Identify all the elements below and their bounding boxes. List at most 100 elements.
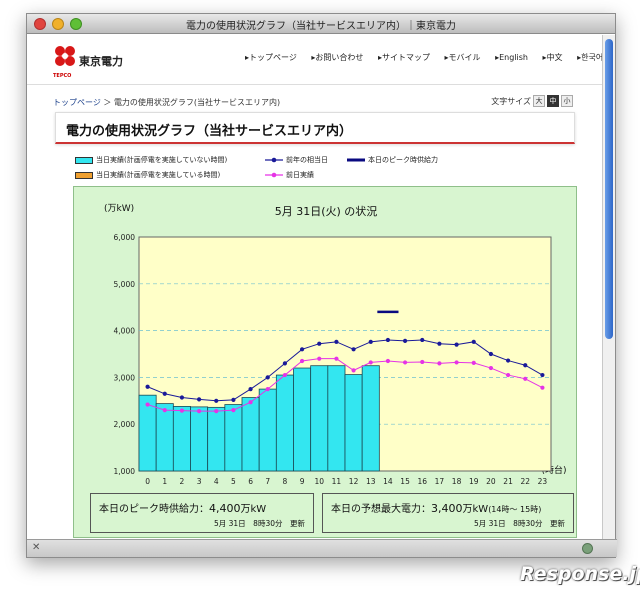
legend-swatch-cyan — [75, 156, 93, 164]
previous-day-point — [402, 360, 408, 365]
font-size-medium-button[interactable]: 中 — [547, 95, 559, 107]
previous-day-point — [145, 402, 150, 407]
previous-day-point — [299, 358, 305, 364]
nav-link-sitemap[interactable]: ▸サイトマップ — [377, 53, 430, 62]
peak-supply-label: 本日のピーク時供給力： — [99, 504, 209, 515]
nav-link-korean[interactable]: ▸한국어 — [577, 53, 603, 62]
legend-label: 前日実績 — [286, 171, 314, 179]
peak-supply-updated: 5月 31日 8時30分 更新 — [213, 519, 305, 528]
previous-day-point — [162, 408, 167, 413]
last-year-line — [147, 339, 543, 402]
previous-day-point — [420, 359, 425, 365]
browser-window: 電力の使用状況グラフ（当社サービスエリア内）｜東京電力 東京電力 TEPCO ▸… — [26, 13, 617, 558]
tepco-logo-icon[interactable] — [51, 43, 79, 73]
previous-day-point — [231, 408, 236, 413]
usage-chart: (万kW) 5月 31日(火) の状況 (時台) 1,0002,0003,000… — [104, 204, 567, 486]
last-year-point — [162, 391, 167, 396]
last-year-point — [179, 395, 185, 400]
bar — [344, 374, 363, 472]
chart-legend: 当日実績(計画停電を実施していない時間) 当日実績(計画停電を実施している時間)… — [75, 153, 575, 183]
font-size-control: 文字サイズ 大 中 小 — [491, 95, 573, 107]
logo-text[interactable]: 東京電力 — [79, 55, 123, 68]
page-content: 東京電力 TEPCO ▸トップページ ▸お問い合わせ ▸サイトマップ ▸モバイル… — [27, 35, 603, 540]
previous-day-point — [214, 408, 219, 414]
legend-actual-outage: 当日実績(計画停電を実施している時間) — [75, 170, 220, 180]
legend-dash-icon — [347, 158, 365, 162]
previous-day-point — [437, 361, 442, 366]
x-tick-label: 13 — [366, 477, 376, 486]
nav-link-chinese[interactable]: ▸中文 — [542, 53, 563, 62]
x-tick-label: 8 — [283, 477, 288, 486]
last-year-point — [402, 338, 408, 343]
x-tick-label: 3 — [197, 477, 202, 486]
previous-day-line — [147, 358, 543, 412]
forecast-updated: 5月 31日 8時30分 更新 — [473, 519, 565, 528]
legend-last-year: 前年の相当日 — [265, 155, 328, 165]
page-title-box: 電力の使用状況グラフ（当社サービスエリア内） — [55, 112, 575, 144]
previous-day-point — [265, 387, 270, 392]
x-tick-label: 5 — [231, 477, 236, 486]
nav-link-top[interactable]: ▸トップページ — [245, 53, 297, 62]
x-tick-label: 12 — [349, 477, 359, 486]
bar — [224, 404, 243, 472]
legend-label: 前年の相当日 — [286, 156, 328, 164]
watermark: Response.jp — [520, 563, 640, 585]
zoom-window-button[interactable] — [70, 18, 82, 30]
status-bar: ✕ — [27, 539, 617, 557]
x-tick-label: 14 — [383, 477, 393, 486]
last-year-point — [334, 339, 339, 344]
last-year-point — [488, 351, 494, 357]
x-tick-label: 4 — [214, 477, 219, 486]
previous-day-point — [505, 372, 511, 378]
forecast-unit: 万kW — [462, 504, 489, 515]
legend-actual-no-outage: 当日実績(計画停電を実施していない時間) — [75, 155, 227, 165]
y-tick-label: 6,000 — [114, 233, 136, 242]
bar — [361, 365, 380, 472]
legend-label: 本日のピーク時供給力 — [368, 156, 438, 164]
last-year-point — [214, 398, 219, 403]
logo-sub: TEPCO — [53, 73, 72, 79]
minimize-window-button[interactable] — [52, 18, 64, 30]
x-tick-label: 2 — [180, 477, 185, 486]
last-year-point — [248, 387, 253, 392]
status-close-icon[interactable]: ✕ — [32, 542, 41, 553]
font-size-small-button[interactable]: 小 — [561, 95, 573, 107]
close-window-button[interactable] — [34, 18, 46, 30]
nav-link-contact[interactable]: ▸お問い合わせ — [311, 53, 364, 62]
previous-day-point — [368, 360, 373, 365]
last-year-point — [505, 358, 511, 363]
x-tick-label: 6 — [248, 477, 253, 486]
forecast-time: (14時～ 15時) — [488, 505, 542, 514]
last-year-point — [265, 375, 270, 380]
x-tick-label: 20 — [486, 477, 496, 486]
last-year-point — [420, 337, 425, 343]
previous-day-point — [523, 376, 528, 381]
last-year-point — [317, 341, 322, 346]
x-tick-label: 7 — [265, 477, 270, 486]
scrollbar-thumb[interactable] — [605, 39, 613, 339]
x-tick-label: 11 — [332, 477, 342, 486]
previous-day-point — [471, 360, 476, 365]
peak-supply-unit: 万kW — [240, 504, 267, 515]
previous-day-point — [248, 400, 253, 405]
breadcrumb-home[interactable]: トップページ — [53, 98, 101, 107]
status-indicator-icon — [582, 543, 593, 554]
breadcrumb-current: 電力の使用状況グラフ(当社サービスエリア内) — [113, 98, 281, 107]
previous-day-point — [196, 408, 202, 414]
window-title: 電力の使用状況グラフ（当社サービスエリア内）｜東京電力 — [186, 21, 456, 32]
vertical-scrollbar[interactable] — [602, 35, 615, 540]
bar — [293, 367, 312, 472]
x-tick-label: 1 — [162, 477, 167, 486]
x-tick-label: 23 — [538, 477, 548, 486]
forecast-value: 3,400 — [431, 502, 463, 515]
nav-link-mobile[interactable]: ▸モバイル — [444, 53, 481, 62]
x-tick-label: 9 — [300, 477, 305, 486]
last-year-point — [454, 342, 459, 347]
title-bar[interactable]: 電力の使用状況グラフ（当社サービスエリア内）｜東京電力 — [27, 14, 615, 34]
last-year-point — [145, 384, 150, 389]
last-year-point — [437, 341, 442, 346]
font-size-large-button[interactable]: 大 — [533, 95, 545, 107]
bar — [310, 365, 329, 472]
nav-link-english[interactable]: ▸English — [495, 53, 528, 62]
site-header: 東京電力 TEPCO ▸トップページ ▸お問い合わせ ▸サイトマップ ▸モバイル… — [27, 35, 603, 85]
